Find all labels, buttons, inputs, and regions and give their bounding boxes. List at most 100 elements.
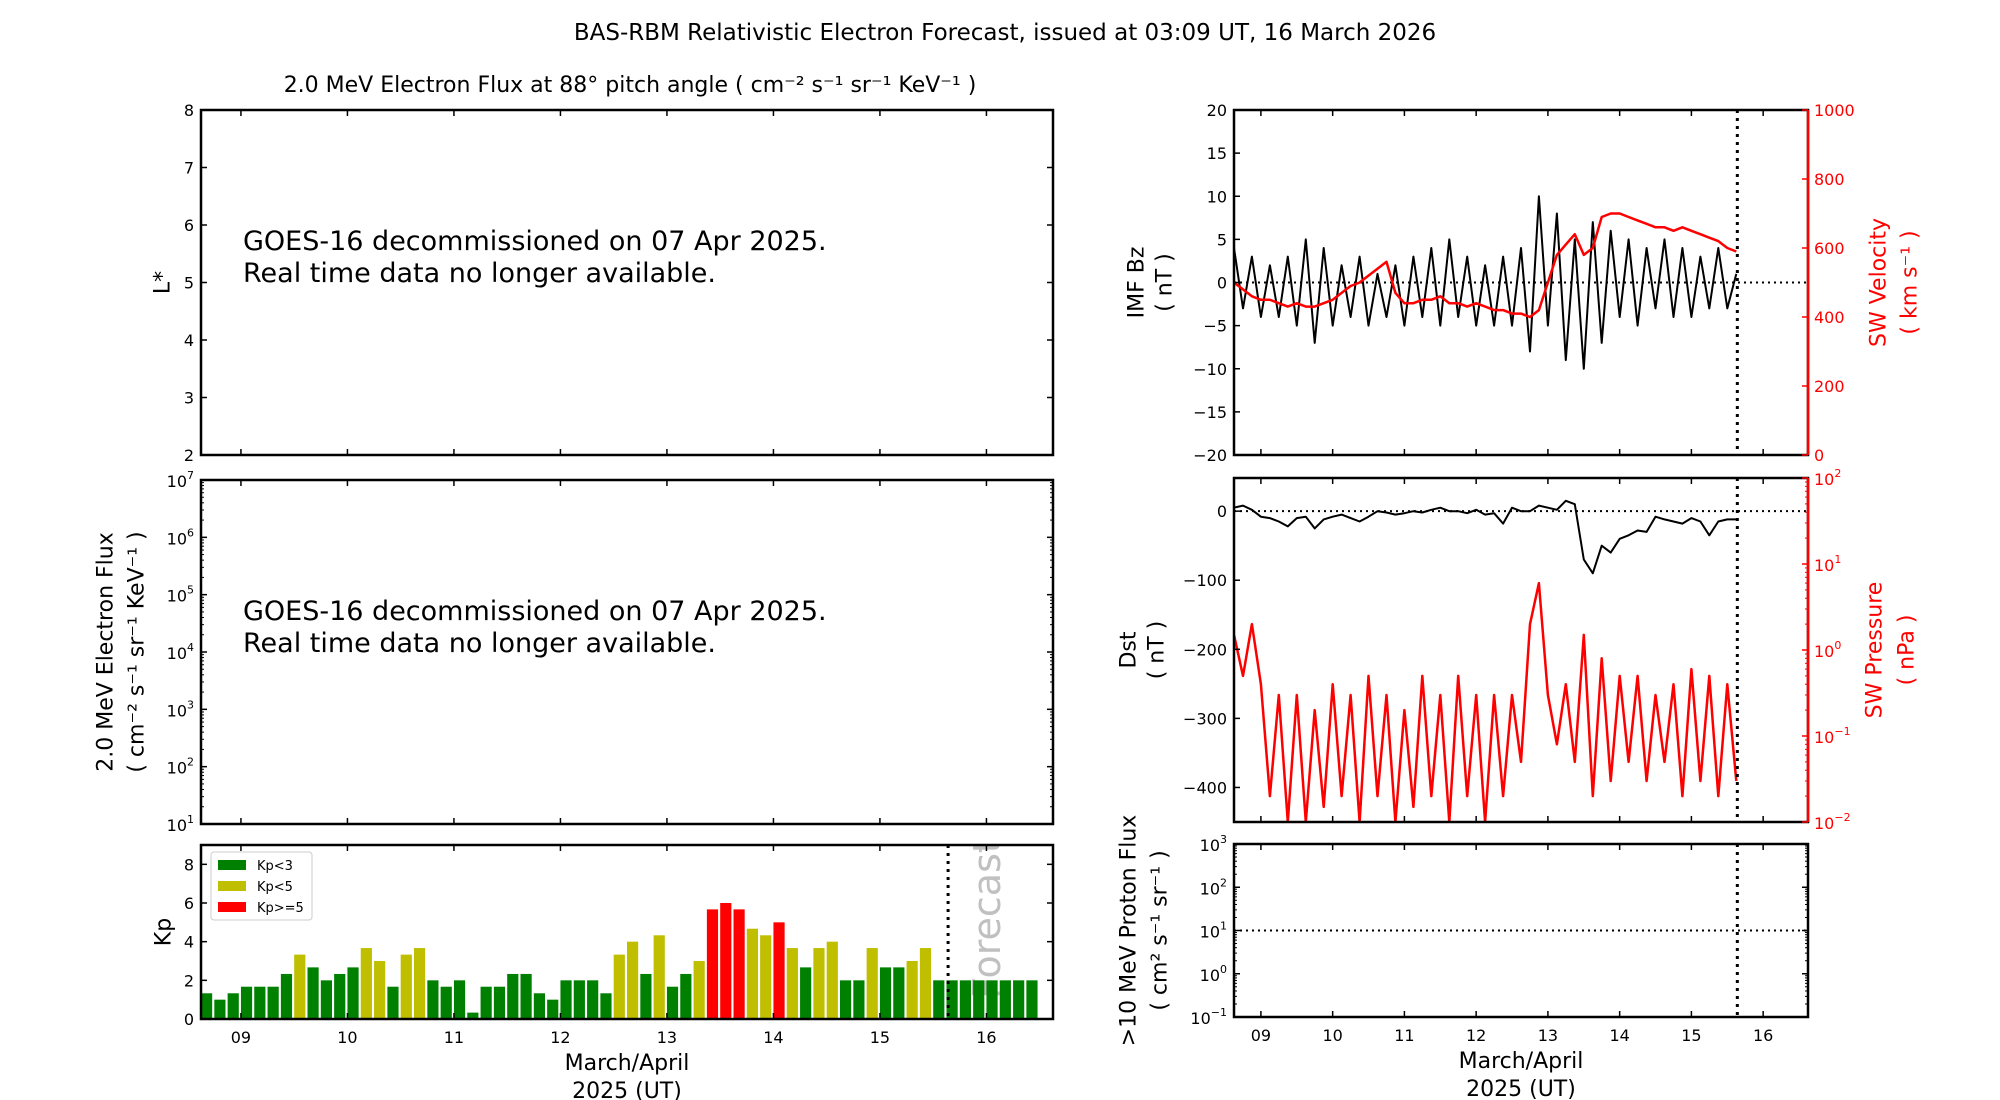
x-tick-label: 14 [1609, 1026, 1629, 1045]
kp-bar [254, 986, 266, 1019]
kp-bar [507, 973, 519, 1019]
y2-tick-label: 10−2 [1814, 811, 1851, 833]
tick-exponent: 3 [1220, 833, 1227, 846]
y2-tick-label: 10−1 [1814, 725, 1851, 747]
imf-bz-line [1234, 195, 1738, 370]
legend-swatch [218, 881, 246, 891]
kp-bar [653, 935, 665, 1019]
kp-bar [520, 973, 532, 1019]
kp-bar [387, 986, 399, 1019]
kp-bar [427, 980, 439, 1019]
x-tick-label: 09 [1251, 1026, 1271, 1045]
no-data-message: Real time data no longer available. [243, 628, 716, 659]
kp-bar [813, 948, 825, 1019]
electron-flux-panel: GOES-16 decommissioned on 07 Apr 2025.Re… [94, 469, 1055, 835]
kp-forecast-bar [946, 980, 958, 1019]
sw-velocity-line [1234, 212, 1737, 319]
y-tick-label: 6 [184, 216, 194, 235]
kp-bar [627, 941, 639, 1019]
y-tick-label: 0 [1217, 274, 1227, 293]
kp-bar [547, 999, 559, 1019]
y-tick-label: −5 [1203, 317, 1227, 336]
y-tick-label: 102 [1200, 876, 1227, 898]
x-tick-label: 12 [1466, 1026, 1486, 1045]
kp-bar [600, 993, 612, 1019]
kp-forecast-bar [1013, 980, 1025, 1019]
kp-forecast-bar [999, 980, 1011, 1019]
plot-area [1234, 195, 1808, 370]
forecast-label: Forecast [965, 838, 1009, 999]
x-axis-label: March/April [565, 1051, 690, 1076]
figure-title: BAS-RBM Relativistic Electron Forecast, … [574, 20, 1436, 46]
kp-bar [746, 928, 758, 1019]
kp-bar [733, 909, 745, 1019]
tick-base: 10 [1814, 470, 1834, 489]
y-tick-label: 7 [184, 159, 194, 178]
lstar-panel: GOES-16 decommissioned on 07 Apr 2025.Re… [151, 101, 1055, 465]
tick-exponent: 6 [187, 526, 194, 539]
y2-axis-label: ( nPa ) [1895, 615, 1920, 686]
y-axis-label: ( nT ) [1145, 621, 1170, 680]
y-tick-label: 100 [1200, 963, 1227, 985]
kp-bar [320, 980, 332, 1019]
y-tick-label: 15 [1207, 144, 1227, 163]
tick-base: 10 [1200, 836, 1220, 855]
tick-base: 10 [1200, 879, 1220, 898]
y-tick-label: 0 [184, 1010, 194, 1029]
y2-axis-label: SW Velocity [1867, 218, 1892, 347]
kp-bar [467, 1012, 479, 1019]
legend-swatch [218, 902, 246, 912]
kp-bar [560, 980, 572, 1019]
kp-forecast-bar [973, 980, 985, 1019]
kp-bar [666, 986, 679, 1019]
kp-bar [360, 948, 372, 1019]
tick-exponent: 3 [187, 698, 194, 711]
no-data-message: GOES-16 decommissioned on 07 Apr 2025. [243, 596, 827, 627]
kp-bar [613, 954, 625, 1019]
kp-bar [374, 961, 386, 1019]
y2-axis-label: SW Pressure [1863, 582, 1888, 719]
y-axis-label: ( cm⁻² s⁻¹ sr⁻¹ KeV⁻¹ ) [125, 531, 150, 772]
y-tick-label: −15 [1193, 403, 1227, 422]
y-axis-label: >10 MeV Proton Flux [1117, 815, 1142, 1047]
tick-base: 10 [1814, 642, 1834, 661]
y-tick-label: 107 [167, 469, 194, 491]
kp-bar [334, 973, 346, 1019]
kp-bar [347, 967, 359, 1019]
y-tick-label: 10 [1207, 187, 1227, 206]
dst-line [1234, 499, 1737, 575]
kp-bar [400, 954, 412, 1019]
tick-base: 10 [167, 644, 187, 663]
y-tick-label: 4 [184, 933, 194, 952]
tick-exponent: 2 [187, 756, 194, 769]
kp-bar [307, 967, 319, 1019]
y2-tick-label: 102 [1814, 467, 1841, 489]
x-tick-label: 09 [231, 1028, 251, 1047]
kp-bar [919, 948, 932, 1019]
y-tick-label: 0 [1217, 502, 1227, 521]
legend-label: Kp>=5 [257, 901, 304, 916]
y-axis-label: L* [151, 271, 176, 294]
y-tick-label: −300 [1183, 709, 1227, 728]
plot-area [1234, 499, 1808, 822]
kp-bar [414, 948, 426, 1019]
tick-exponent: −2 [1834, 811, 1850, 824]
kp-forecast-bar [959, 980, 971, 1019]
legend-label: Kp<3 [257, 859, 293, 874]
y-tick-label: 105 [167, 584, 194, 606]
y-tick-label: 102 [167, 756, 194, 778]
tick-base: 10 [1814, 728, 1834, 747]
kp-bar [786, 948, 798, 1019]
y-tick-label: 101 [167, 813, 194, 835]
kp-bar [453, 980, 466, 1019]
y-tick-label: 6 [184, 894, 194, 913]
y-tick-label: 103 [1200, 833, 1227, 855]
tick-base: 10 [1190, 1009, 1210, 1028]
kp-bar [853, 980, 865, 1019]
tick-exponent: 2 [1220, 876, 1227, 889]
kp-bar [906, 961, 918, 1019]
kp-bar [866, 948, 878, 1019]
